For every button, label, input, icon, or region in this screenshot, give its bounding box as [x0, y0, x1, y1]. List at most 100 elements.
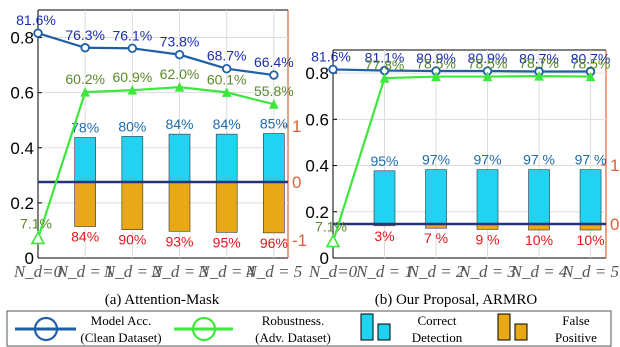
correct-detection-bar [215, 133, 238, 183]
legend-rob-label-1: Robustness. [262, 313, 324, 328]
accuracy-label: 66.4% [254, 54, 294, 70]
right-tick-label: 0 [292, 173, 301, 192]
robustness-label: 78.7% [519, 55, 559, 71]
legend-cd-label-1: Correct [418, 313, 457, 328]
robustness-label: 60.1% [207, 71, 247, 87]
false-positive-label: 7 % [424, 230, 448, 246]
right-tick-label: 1 [292, 117, 301, 136]
accuracy-point [174, 49, 185, 60]
accuracy-point [33, 28, 43, 38]
accuracy-label: 80.9% [416, 50, 456, 66]
accuracy-point [328, 64, 338, 75]
right-tick-label: 1 [610, 156, 619, 175]
x-tick-label: N_d=0 [308, 262, 358, 281]
robustness-point [325, 233, 341, 248]
correct-detection-label: 97 % [523, 152, 555, 168]
correct-detection-label: 97% [474, 152, 502, 168]
robustness-point [221, 87, 232, 97]
false-positive-label: 93% [165, 233, 193, 249]
correct-detection-bar [74, 137, 96, 183]
y-tick-label: 0.4 [305, 157, 329, 176]
false-positive-bar [215, 181, 238, 233]
legend-fp-label-1: False [562, 313, 590, 328]
robustness-label: 7.1% [315, 219, 347, 235]
legend-acc-symbol [15, 316, 76, 342]
accuracy-line [37, 32, 274, 77]
accuracy-label: 68.7% [207, 48, 247, 64]
correct-detection-bar [373, 170, 396, 225]
correct-detection-bar [121, 136, 144, 183]
correct-detection-bar [476, 169, 499, 225]
robustness-line [331, 75, 591, 242]
accuracy-point [80, 43, 90, 53]
legend: Model Acc. (Clean Dataset) Robustness. (… [6, 310, 612, 347]
x-tick-label: N_d = 3 [150, 262, 208, 281]
robustness-point [482, 71, 493, 82]
accuracy-label: 81.6% [311, 48, 351, 64]
correct-detection-bar [579, 169, 602, 225]
legend-acc-label-2: (Clean Dataset) [80, 330, 161, 345]
accuracy-label: 76.1% [112, 27, 152, 43]
legend-cd-symbol [360, 313, 391, 341]
robustness-point [585, 71, 596, 82]
x-tick-label: N_d = 1 [56, 262, 114, 281]
accuracy-label: 81.6% [16, 12, 56, 28]
false-positive-label: 96% [260, 235, 288, 251]
right-tick-label: -1 [292, 231, 307, 250]
robustness-point [379, 73, 390, 83]
robustness-point [127, 85, 138, 95]
legend-fp-label-2: Positive [555, 330, 597, 345]
correct-detection-label: 95% [370, 153, 398, 169]
right-tick-label: 0 [610, 215, 619, 234]
accuracy-point [269, 70, 279, 80]
false-positive-label: 90% [118, 232, 146, 248]
robustness-label: 62.0% [160, 66, 200, 82]
robustness-label: 78.5% [571, 56, 611, 72]
correct-detection-label: 84% [165, 116, 193, 132]
false-positive-label: 95% [213, 234, 241, 250]
legend-rob-label-2: (Adv. Dataset) [255, 330, 331, 345]
correct-detection-label: 97 % [575, 152, 607, 168]
false-positive-label: 10% [577, 232, 605, 248]
correct-detection-label: 78% [71, 120, 99, 136]
accuracy-label: 76.3% [65, 27, 105, 43]
correct-detection-bar [263, 133, 285, 183]
false-positive-label: 84% [71, 229, 99, 245]
accuracy-label: 80.9% [468, 50, 508, 66]
false-positive-bar [74, 181, 96, 227]
x-tick-label: N_d = 2 [407, 262, 465, 281]
y-tick-label: 0.8 [10, 29, 34, 48]
legend-fp-symbol [497, 313, 528, 341]
x-tick-label: N_d = 2 [103, 262, 161, 281]
x-tick-label: N_d = 3 [458, 262, 516, 281]
accuracy-label: 80.7% [519, 50, 559, 66]
y-tick-label: 0.2 [305, 203, 329, 222]
y-tick-label: 0 [320, 249, 329, 268]
panel-attention-mask: 00.20.40.60.810-1N_d=0N_d = 1N_d = 2N_d … [10, 9, 307, 281]
x-tick-label: N_d = 4 [510, 262, 568, 281]
false-positive-bar [168, 181, 191, 232]
y-tick-label: 0.6 [10, 84, 34, 103]
y-tick-label: 0.8 [305, 64, 329, 83]
accuracy-line [332, 68, 591, 73]
correct-detection-bar [528, 169, 550, 225]
robustness-point [30, 230, 46, 245]
legend-acc-label-1: Model Acc. [91, 313, 152, 328]
correct-detection-bar [168, 133, 191, 183]
accuracy-label: 80.7% [571, 50, 611, 66]
accuracy-label: 73.8% [160, 34, 200, 50]
robustness-label: 78.5% [416, 56, 456, 72]
robustness-label: 55.8% [254, 83, 294, 99]
robustness-label: 77.8% [365, 57, 405, 73]
x-tick-label: N_d = 1 [355, 262, 413, 281]
x-tick-label: N_d = 5 [244, 262, 302, 281]
false-positive-label: 10% [525, 232, 553, 248]
accuracy-point [221, 63, 232, 74]
robustness-label: 7.1% [20, 215, 52, 231]
accuracy-label: 81.1% [365, 50, 405, 66]
robustness-point [80, 86, 90, 97]
false-positive-bar [263, 181, 285, 234]
x-tick-label: N_d = 5 [561, 262, 619, 281]
